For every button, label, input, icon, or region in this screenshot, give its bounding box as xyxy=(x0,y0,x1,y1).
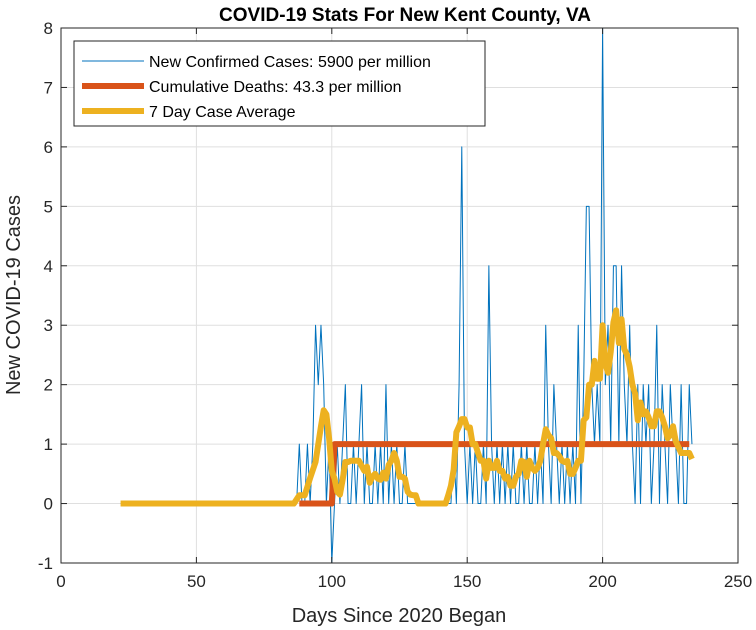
y-tick-label: -1 xyxy=(38,554,53,573)
y-tick-label: 1 xyxy=(44,435,53,454)
series-group xyxy=(120,28,695,563)
legend: New Confirmed Cases: 5900 per million Cum… xyxy=(73,40,486,127)
x-tick-label: 100 xyxy=(318,572,346,591)
x-tick-label: 250 xyxy=(724,572,752,591)
legend-label-1: New Confirmed Cases: 5900 per million xyxy=(149,54,431,71)
y-tick-label: 0 xyxy=(44,495,53,514)
y-tick-label: 3 xyxy=(44,316,53,335)
y-tick-label: 2 xyxy=(44,376,53,395)
y-tick-label: 5 xyxy=(44,197,53,216)
x-tick-label: 150 xyxy=(453,572,481,591)
x-tick-label: 50 xyxy=(187,572,206,591)
legend-label-3: 7 Day Case Average xyxy=(149,104,296,121)
y-tick-label: 6 xyxy=(44,138,53,157)
y-tick-label: 8 xyxy=(44,19,53,38)
x-tick-label: 0 xyxy=(56,572,65,591)
series-line-3 xyxy=(120,307,695,507)
y-tick-label: 4 xyxy=(44,257,53,276)
legend-label-2: Cumulative Deaths: 43.3 per million xyxy=(149,79,402,96)
axes-box xyxy=(60,27,739,564)
x-tick-label: 200 xyxy=(588,572,616,591)
y-tick-label: 7 xyxy=(44,78,53,97)
x-axis-label: Days Since 2020 Began xyxy=(292,605,507,627)
chart-title: COVID-19 Stats For New Kent County, VA xyxy=(219,5,591,26)
y-axis-label: New COVID-19 Cases xyxy=(3,195,25,395)
